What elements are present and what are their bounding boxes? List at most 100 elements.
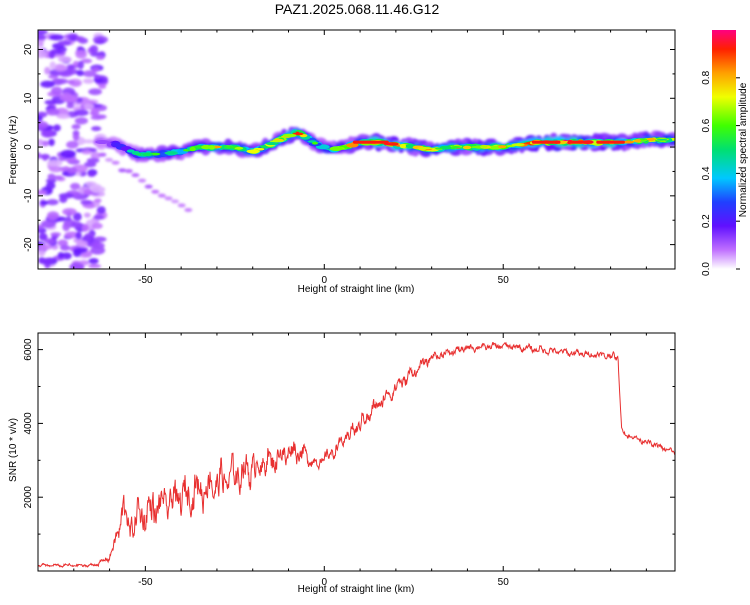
noise-blob: [90, 186, 106, 194]
ridge-blob: [346, 142, 359, 148]
noise-blob: [71, 221, 83, 229]
noise-blob: [77, 60, 84, 70]
noise-blob: [42, 153, 49, 161]
noise-blob: [65, 216, 72, 221]
ridge-blob: [622, 140, 635, 144]
noise-blob: [81, 150, 92, 155]
ridge-blob: [399, 143, 407, 149]
noise-blob: [87, 172, 96, 177]
noise-blob: [74, 117, 89, 125]
noise-blob: [80, 199, 93, 205]
colorbar-tick-label: 0.6: [701, 118, 712, 132]
noise-blob: [91, 67, 100, 73]
noise-blob: [83, 103, 95, 109]
noise-blob: [40, 200, 49, 206]
noise-blob: [73, 109, 89, 116]
noise-blob: [83, 189, 94, 196]
branch-blob: [118, 168, 127, 173]
noise-blob: [89, 45, 99, 54]
noise-blob: [90, 246, 106, 255]
noise-blob: [46, 159, 63, 167]
ridge-blob: [234, 146, 244, 150]
y-tick-label: 0: [23, 144, 34, 150]
ridge-blob: [114, 143, 121, 147]
ridge-blob: [479, 145, 488, 148]
noise-blob: [46, 108, 60, 116]
branch-blob: [124, 169, 133, 174]
noise-blob: [39, 258, 55, 265]
noise-blob: [66, 167, 78, 175]
snr-axis-ticks: -50 0 50 2000 4000 6000: [23, 333, 675, 588]
noise-blob: [45, 181, 56, 190]
snr-plot-area: [38, 333, 675, 571]
noise-blob: [54, 63, 66, 72]
noise-blob: [58, 156, 66, 162]
noise-blob: [66, 103, 75, 109]
y-tick-label: 2000: [23, 486, 34, 509]
noise-blob: [59, 196, 68, 203]
colorbar-gradient: [712, 30, 736, 269]
noise-blob: [98, 84, 107, 89]
ridge-peak: [352, 140, 389, 144]
y-tick-label: -20: [23, 237, 34, 252]
ridge-blob: [439, 145, 452, 150]
noise-blob: [59, 244, 71, 251]
noise-blob: [38, 34, 47, 41]
noise-blob: [38, 152, 42, 160]
snr-ylabel: SNR (10 * v/v): [8, 418, 19, 482]
noise-blob: [84, 234, 91, 243]
branch-blob: [164, 196, 173, 201]
noise-blob: [48, 138, 55, 147]
ridge-blob: [471, 146, 479, 149]
ridge-blob: [419, 147, 433, 150]
noise-blob: [94, 74, 101, 80]
noise-blob: [96, 206, 106, 215]
ridge-blob: [656, 138, 668, 141]
noise-blob: [85, 181, 97, 187]
noise-blob: [75, 36, 85, 42]
branch-blob: [131, 173, 140, 178]
noise-blob: [47, 173, 56, 181]
noise-blob: [44, 99, 58, 105]
noise-blob: [66, 140, 79, 149]
ridge-peak: [596, 140, 625, 144]
noise-blob: [50, 86, 63, 96]
noise-blob: [84, 161, 97, 168]
noise-blob: [57, 252, 65, 259]
ridge-blob: [646, 137, 656, 141]
noise-blob: [90, 108, 100, 117]
y-tick-label: 6000: [23, 338, 34, 361]
x-tick-label: -50: [138, 577, 153, 588]
noise-blob: [76, 240, 88, 248]
noise-blob: [91, 222, 103, 230]
noise-blob: [73, 60, 80, 67]
noise-blob: [38, 189, 47, 196]
colorbar-ticks: 0.0 0.2 0.4 0.6 0.8: [701, 70, 740, 276]
noise-blob: [44, 66, 51, 75]
noise-blob: [40, 129, 54, 138]
x-tick-label: 50: [498, 275, 510, 286]
ridge-blob: [312, 141, 319, 145]
noise-blob: [38, 224, 44, 230]
noise-blob: [76, 70, 85, 77]
snr-frame: [37, 332, 676, 572]
noise-blob: [90, 151, 101, 160]
y-tick-label: 10: [23, 92, 34, 104]
ridge-blob: [511, 143, 525, 147]
noise-blob: [64, 68, 79, 75]
spectrogram-axis-ticks: -50 0 50 -20 -10 0 10 20: [23, 30, 675, 286]
branch-blob: [177, 203, 186, 208]
snr-panel: -50 0 50 2000 4000 6000 Height of straight li…: [8, 332, 676, 595]
branch-blob: [171, 199, 180, 204]
noise-blob: [46, 199, 59, 206]
noise-blob: [90, 115, 104, 120]
spectrogram-xlabel: Height of straight line (km): [298, 284, 415, 295]
noise-blob: [64, 95, 78, 103]
noise-blob: [38, 142, 44, 147]
colorbar-tick-label: 0.8: [701, 70, 712, 84]
ridge-blob: [189, 146, 196, 152]
ridge-blob: [269, 140, 284, 143]
spectrogram-ylabel: Frequency (Hz): [8, 116, 19, 185]
noise-blob: [44, 238, 55, 244]
